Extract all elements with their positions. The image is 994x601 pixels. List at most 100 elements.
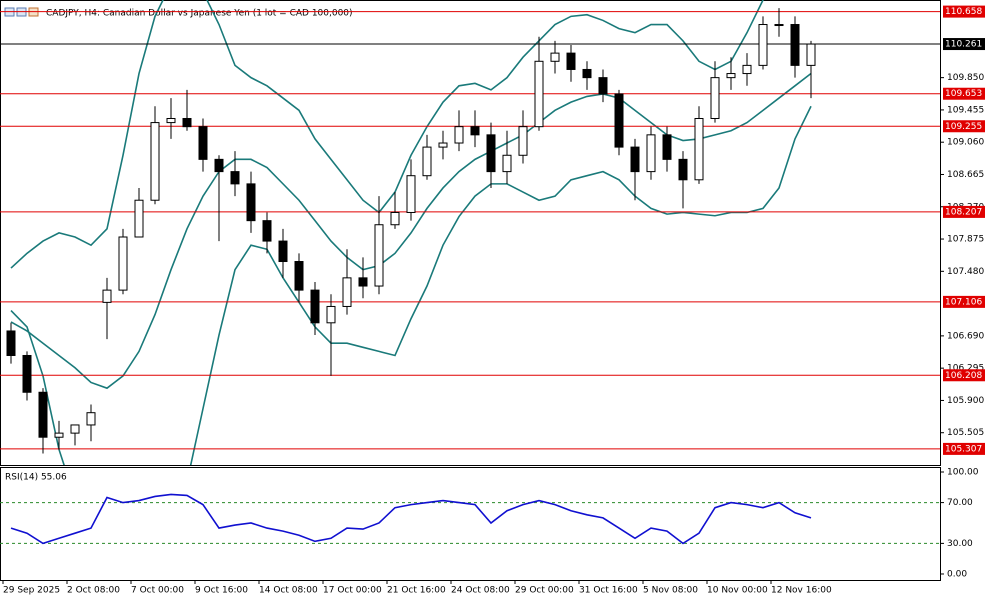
rsi-plot [0,493,940,545]
level-label-box [943,205,985,218]
x-tick-label: 5 Nov 08:00 [643,586,698,596]
level-label: 107.106 [945,297,982,307]
level-label-box [943,87,985,100]
candle-body [742,64,752,75]
y-tick-label: 109.060 [947,138,984,148]
candle-body [518,126,528,156]
level-label: 109.255 [945,122,982,132]
level-label-box [943,369,985,382]
x-tick-label: 24 Oct 08:00 [451,586,510,596]
candle-body [662,134,672,160]
x-tick-label: 9 Oct 16:00 [195,586,248,596]
candle-body [54,432,64,438]
candle-body [758,24,768,66]
y-tick-label: 107.875 [947,235,984,245]
candle-body [118,236,128,291]
level-label-box [943,120,985,133]
y-tick-label: 106.295 [947,364,984,374]
candle-body [486,134,496,173]
level-label-box [943,442,985,455]
candle-body [102,289,112,303]
x-tick-label: 14 Oct 08:00 [259,586,318,596]
candle-body [230,171,240,185]
chart-title: CADJPY, H4: Canadian Dollar vs Japanese … [46,9,353,19]
rsi-tick-label: 100.00 [947,467,979,477]
candle-body [502,154,512,173]
x-tick-label: 10 Nov 00:00 [707,586,768,596]
candle-body [6,330,16,356]
rsi-frame [0,467,941,581]
candle-body [582,68,592,79]
candle-body [38,391,48,438]
x-tick-label: 17 Oct 00:00 [323,586,382,596]
candle-body [422,146,432,177]
bollinger-lower [10,105,812,465]
y-tick-label: 109.455 [947,105,984,115]
rsi-tick-label: 70.00 [947,498,973,508]
candle-body [150,122,160,201]
candle-body [710,77,720,119]
rsi-tick-label: 30.00 [947,539,973,549]
y-tick-label: 106.690 [947,331,984,341]
main-frame [0,0,941,466]
candle-body [470,126,480,136]
candle-body [806,43,816,66]
candle-body [166,117,176,124]
level-label: 108.207 [945,207,982,217]
candle-body [694,117,704,181]
candle-body [438,142,448,148]
axes: 109.850109.455109.060108.665108.270107.8… [2,5,985,596]
candle-body [550,52,560,62]
candle-body [390,211,400,226]
candle-body [342,277,352,307]
candle-body [86,412,96,426]
x-tick-label: 12 Nov 16:00 [771,586,832,596]
x-tick-label: 29 Sep 2025 [3,586,60,596]
level-label: 109.653 [945,89,982,99]
bollinger-middle [10,72,812,390]
rsi-line [10,493,812,545]
y-tick-label: 108.665 [947,170,984,180]
candle-body [134,199,144,238]
level-label: 106.208 [945,371,982,381]
current-price-box [943,38,985,51]
candle-body [326,305,336,324]
x-tick-label: 7 Oct 00:00 [131,586,184,596]
candle-body [454,126,464,144]
y-tick-label: 109.850 [947,73,984,83]
y-tick-label: 105.505 [947,428,984,438]
rsi-tick-label: 0.00 [947,569,967,579]
candle-body [262,220,272,242]
rsi-label: RSI(14) 55.06 [5,473,67,483]
candle-body [198,126,208,160]
candle-body [246,183,256,222]
candle-body [646,134,656,173]
x-tick-label: 21 Oct 16:00 [387,586,446,596]
candle-body [294,261,304,291]
candle-body [214,158,224,173]
candle-body [70,424,80,434]
candle-body [790,24,800,66]
x-tick-label: 29 Oct 00:00 [515,586,574,596]
candle-body [310,289,320,324]
candle-body [358,277,368,287]
candle-body [678,158,688,181]
candle-body [566,52,576,70]
current-price-label: 110.261 [945,40,982,50]
level-label: 110.658 [945,7,982,17]
candle-body [614,93,624,148]
x-tick-label: 2 Oct 08:00 [67,586,120,596]
candle-body [534,60,544,128]
main-plot [0,0,940,465]
candle-body [598,77,608,95]
candle-body [630,146,640,173]
candle-body [374,224,384,287]
candle-body [182,117,192,128]
level-label: 105.307 [945,444,982,454]
level-label-box [943,295,985,308]
bollinger-upper [10,0,764,269]
candle-body [406,175,416,213]
level-label-box [943,5,985,18]
y-tick-label: 105.900 [947,396,984,406]
